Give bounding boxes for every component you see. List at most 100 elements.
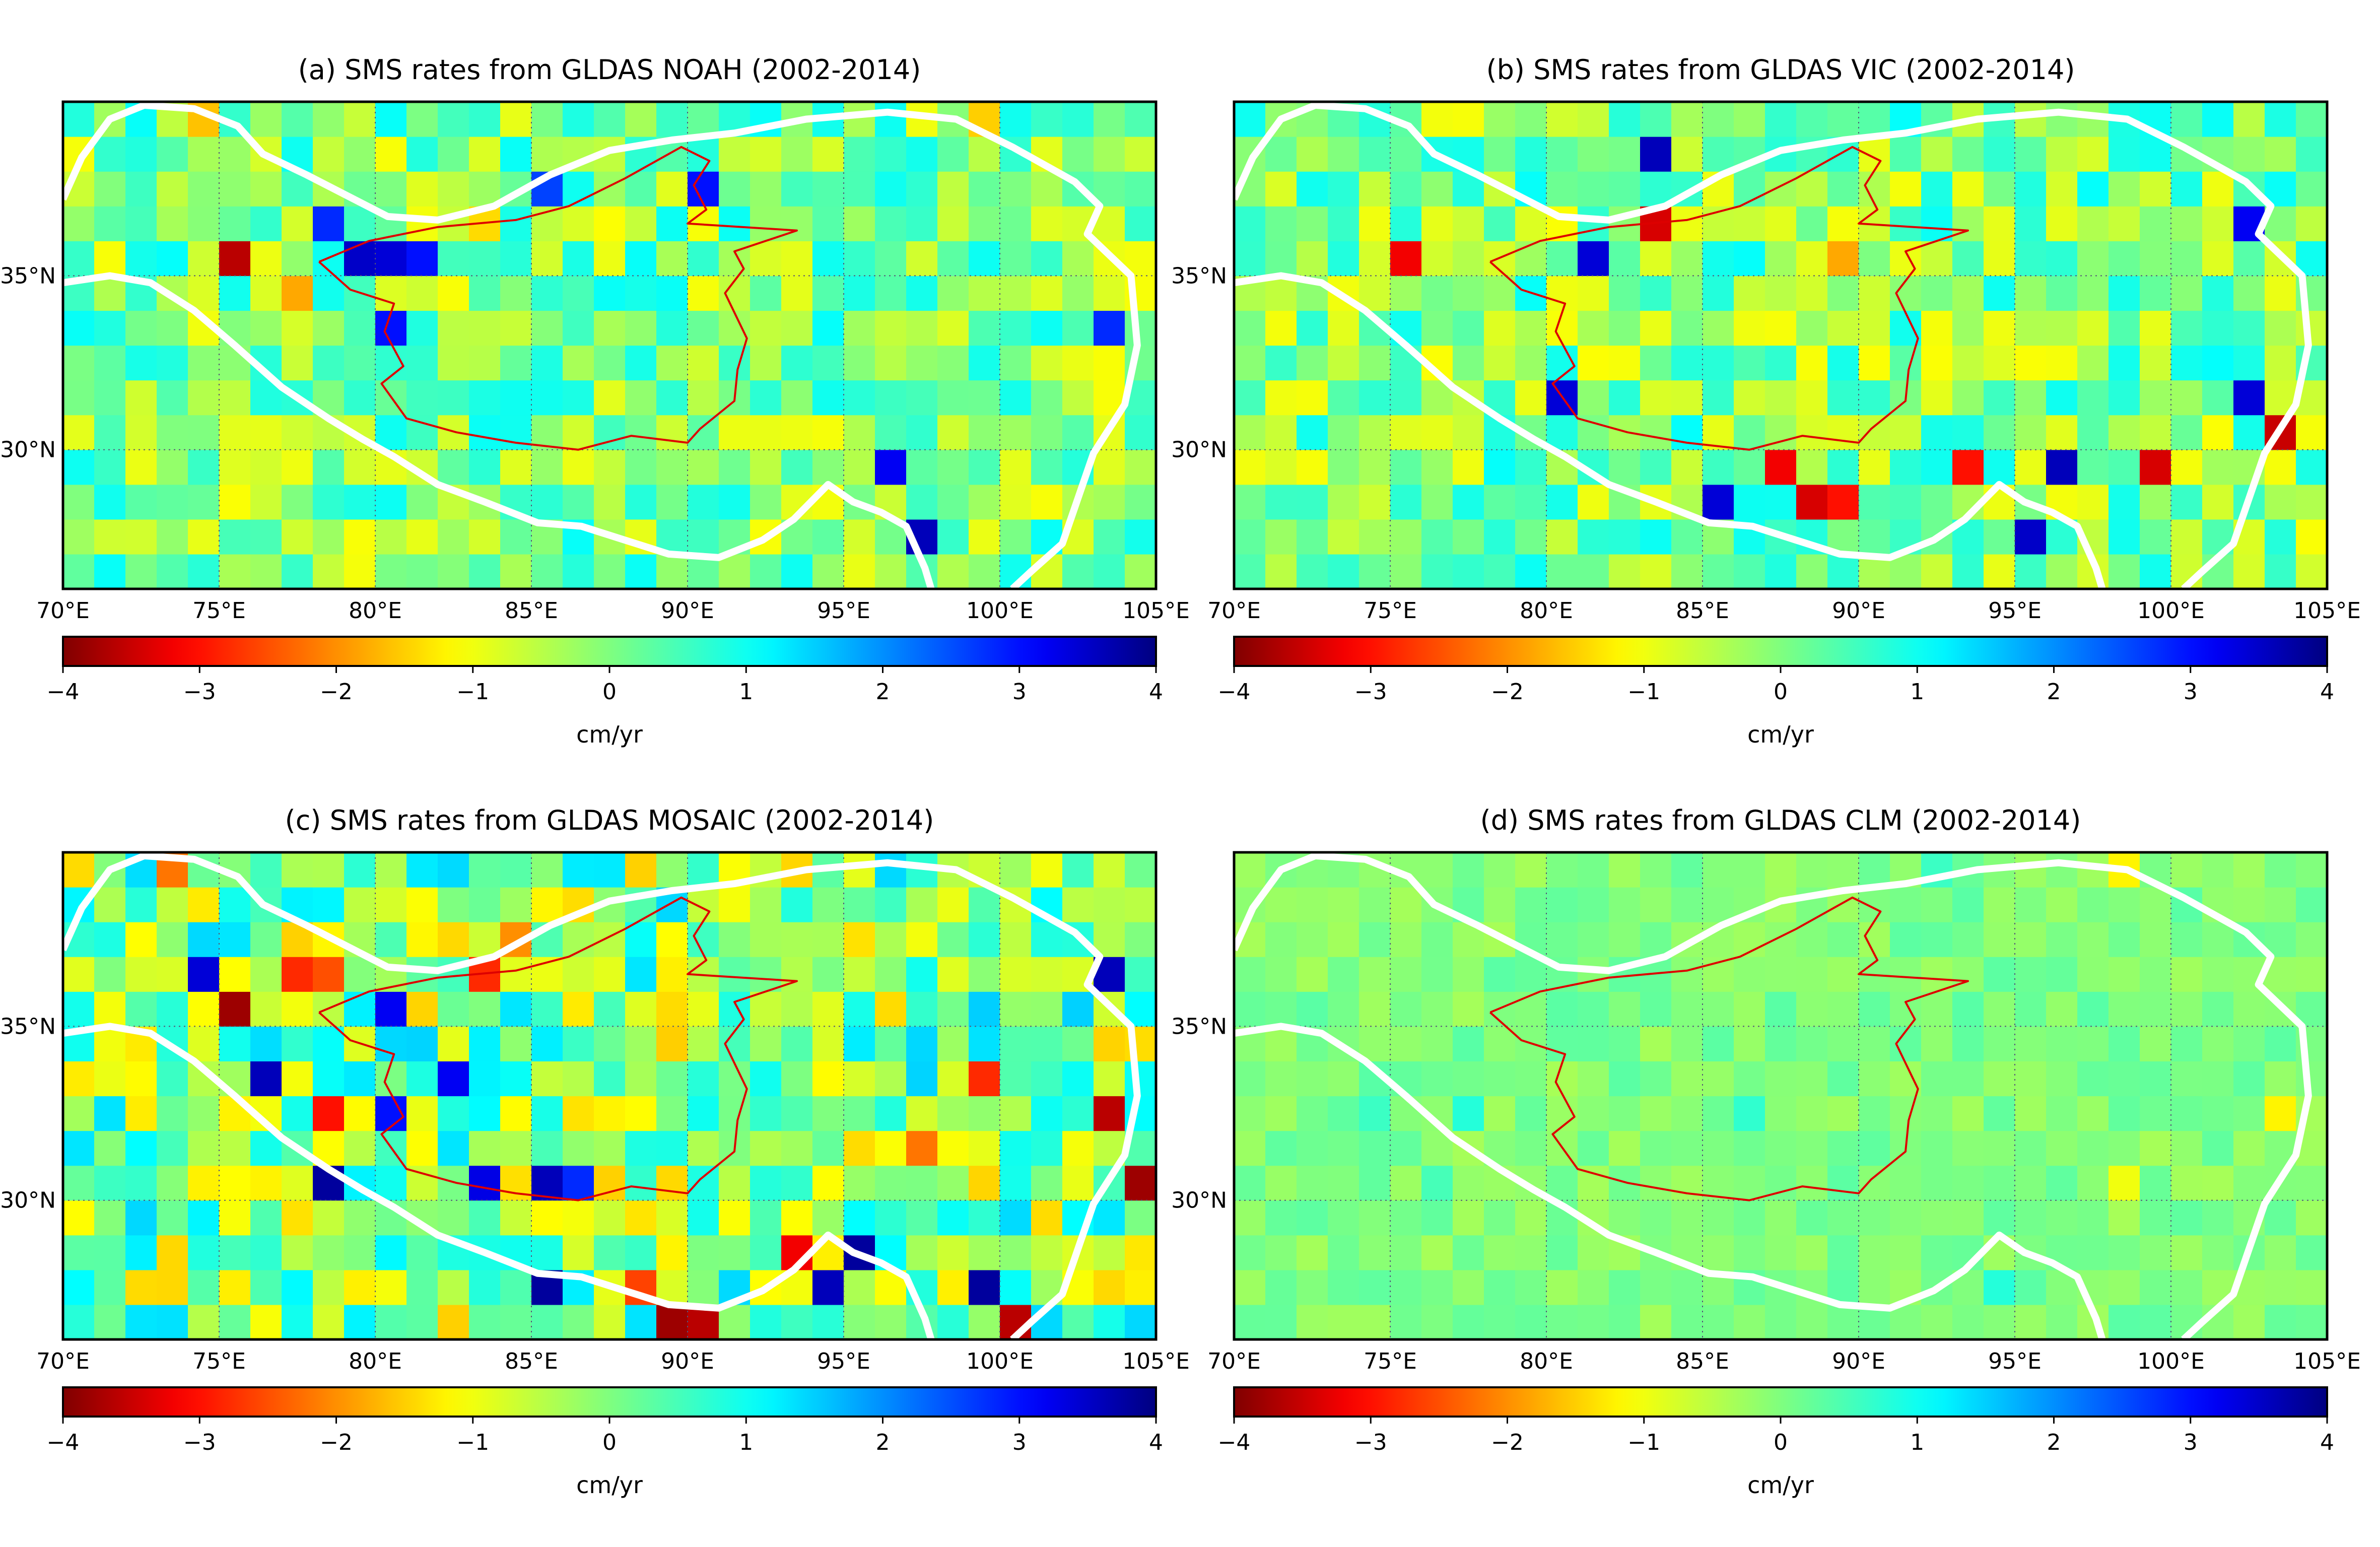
heatmap-cell <box>157 380 188 416</box>
heatmap-cell <box>1031 1096 1063 1131</box>
heatmap-cell <box>313 1235 345 1270</box>
x-tick-label: 85°E <box>1676 1349 1729 1374</box>
heatmap-cell <box>1921 276 1953 311</box>
heatmap-cell <box>1952 206 1984 241</box>
heatmap-cell <box>2015 1026 2047 1062</box>
heatmap-cell <box>2015 449 2047 485</box>
heatmap-cell <box>375 852 407 888</box>
heatmap-cell <box>63 415 95 450</box>
heatmap-cell <box>1234 206 1266 241</box>
heatmap-cell <box>63 310 95 346</box>
heatmap-cell <box>719 1061 751 1097</box>
heatmap-cell <box>2202 1130 2234 1166</box>
heatmap-cell <box>1827 1235 1859 1270</box>
heatmap-cell <box>282 449 313 485</box>
heatmap-cell <box>1640 1269 1672 1305</box>
heatmap-cell <box>719 922 751 957</box>
heatmap-cell <box>344 887 376 922</box>
heatmap-cell <box>1984 276 2015 311</box>
heatmap-cell <box>1297 1061 1328 1097</box>
heatmap-cell <box>1265 554 1297 589</box>
heatmap-cell <box>1421 102 1453 137</box>
heatmap-cell <box>656 1200 688 1236</box>
heatmap-cell <box>1234 449 1266 485</box>
heatmap-cell <box>531 276 563 311</box>
heatmap-cell <box>2140 1269 2171 1305</box>
heatmap-cell <box>1827 102 1859 137</box>
heatmap-cell <box>844 241 875 276</box>
heatmap-cell <box>1484 484 1516 520</box>
heatmap-cell <box>531 1096 563 1131</box>
heatmap-cell <box>469 380 501 416</box>
heatmap-cell <box>1546 1304 1578 1340</box>
heatmap-cell <box>2265 345 2296 381</box>
heatmap-cell <box>1094 1200 1125 1236</box>
heatmap-cell <box>157 957 188 992</box>
heatmap-cell <box>63 1304 95 1340</box>
colorbar-tick-label: 4 <box>1149 679 1163 705</box>
heatmap-cell <box>1671 957 1703 992</box>
heatmap-cell <box>531 887 563 922</box>
heatmap-cell <box>1578 957 1609 992</box>
basin-boundary <box>318 896 798 1201</box>
heatmap-cell <box>2296 1235 2328 1270</box>
heatmap-cell <box>781 1130 813 1166</box>
heatmap-cell <box>2233 310 2265 346</box>
heatmap-cell <box>1734 310 1765 346</box>
heatmap-cell <box>63 484 95 520</box>
heatmap-cell <box>656 241 688 276</box>
heatmap-cell <box>1796 922 1828 957</box>
heatmap-cell <box>188 206 220 241</box>
heatmap-cell <box>469 887 501 922</box>
x-tick-label: 80°E <box>349 1349 402 1374</box>
heatmap-cell <box>438 519 469 555</box>
heatmap-cell <box>2265 1304 2296 1340</box>
heatmap-cell <box>719 1165 751 1201</box>
x-tick-label: 90°E <box>1832 1349 1885 1374</box>
heatmap-cell <box>1234 991 1266 1027</box>
heatmap-cell <box>1062 310 1094 346</box>
heatmap-cell <box>1640 519 1672 555</box>
heatmap-cell <box>1671 310 1703 346</box>
colorbar-tick-label: 0 <box>602 679 617 705</box>
heatmap-cell <box>94 554 126 589</box>
heatmap-cell <box>1827 1026 1859 1062</box>
heatmap-cell <box>2202 310 2234 346</box>
heatmap-cell <box>2265 1235 2296 1270</box>
colorbar-tick-label: −1 <box>456 679 489 705</box>
heatmap-cell <box>625 1235 657 1270</box>
heatmap-cell <box>344 1200 376 1236</box>
heatmap-cell <box>1125 310 1157 346</box>
heatmap-cell <box>469 1061 501 1097</box>
heatmap-cell <box>1453 484 1484 520</box>
heatmap-cell <box>1515 1269 1547 1305</box>
heatmap-cell <box>1796 1165 1828 1201</box>
heatmap-cell <box>1984 1026 2015 1062</box>
heatmap-cell <box>1578 887 1609 922</box>
heatmap-cell <box>969 276 1000 311</box>
heatmap-cell <box>1421 852 1453 888</box>
heatmap-cell <box>2109 1130 2140 1166</box>
heatmap-cell <box>1031 171 1063 207</box>
heatmap-cell <box>219 449 251 485</box>
heatmap-cell <box>2296 554 2328 589</box>
plateau-southern-boundary <box>1234 1023 2106 1339</box>
heatmap-cell <box>438 1061 469 1097</box>
heatmap-cell <box>1453 957 1484 992</box>
heatmap-cell <box>2046 380 2078 416</box>
heatmap-cell <box>313 1096 345 1131</box>
heatmap-cell <box>2046 137 2078 172</box>
heatmap-cell <box>157 1200 188 1236</box>
heatmap-cell <box>1796 171 1828 207</box>
heatmap-cell <box>2171 1235 2203 1270</box>
heatmap-cell <box>719 1096 751 1131</box>
x-tick-label: 95°E <box>1988 1349 2042 1374</box>
heatmap-cell <box>438 102 469 137</box>
heatmap-cell <box>1359 1304 1391 1340</box>
heatmap-cell <box>2015 1165 2047 1201</box>
heatmap-cell <box>1515 1130 1547 1166</box>
x-tick-label: 100°E <box>966 598 1034 624</box>
y-tick-label: 30°N <box>0 437 56 463</box>
heatmap-cell <box>969 554 1000 589</box>
heatmap-cell <box>2140 380 2171 416</box>
